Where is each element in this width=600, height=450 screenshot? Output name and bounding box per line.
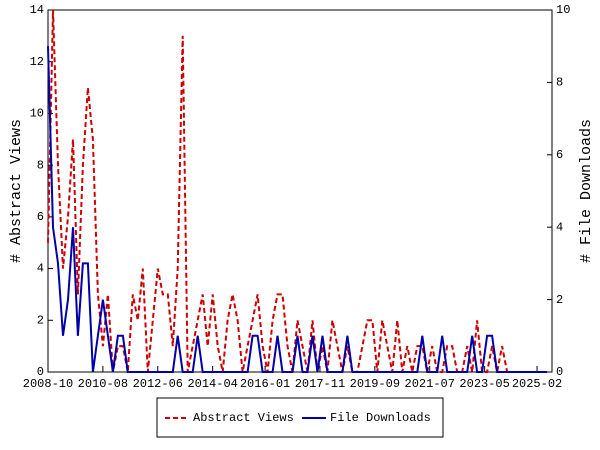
x-tick-label: 2008-10 (23, 377, 73, 391)
y-tick-label: 4 (37, 262, 44, 276)
y2-tick-label: 2 (556, 293, 563, 307)
legend-label: File Downloads (330, 411, 431, 425)
x-tick-label: 2014-04 (187, 377, 237, 391)
y-tick-label: 6 (37, 210, 44, 224)
x-tick-label: 2025-02 (512, 377, 562, 391)
x-tick-label: 2023-05 (459, 377, 509, 391)
y2-tick-label: 0 (556, 365, 563, 379)
y2-tick-label: 8 (556, 76, 563, 90)
y-tick-label: 8 (37, 158, 44, 172)
x-tick-label: 2010-08 (78, 377, 128, 391)
legend-label: Abstract Views (193, 411, 294, 425)
y2-axis-title: # File Downloads (578, 119, 595, 263)
x-tick-label: 2021-07 (405, 377, 455, 391)
x-tick-label: 2017-11 (295, 377, 345, 391)
plot-frame (47, 9, 553, 373)
x-tick-label: 2019-09 (350, 377, 400, 391)
y2-tick-label: 4 (556, 220, 563, 234)
y-tick-label: 0 (37, 365, 44, 379)
series-line (47, 9, 547, 373)
x-tick-label: 2012-06 (133, 377, 183, 391)
legend-box (156, 397, 444, 438)
y2-tick-label: 10 (556, 3, 570, 17)
y-axis-title: # Abstract Views (8, 119, 25, 263)
y2-tick-label: 6 (556, 148, 563, 162)
series-line (47, 46, 547, 373)
y-tick-label: 2 (37, 313, 44, 327)
y-tick-label: 10 (30, 107, 44, 121)
y-tick-label: 14 (30, 3, 44, 17)
x-tick-label: 2016-01 (240, 377, 290, 391)
y-tick-label: 12 (30, 55, 44, 69)
